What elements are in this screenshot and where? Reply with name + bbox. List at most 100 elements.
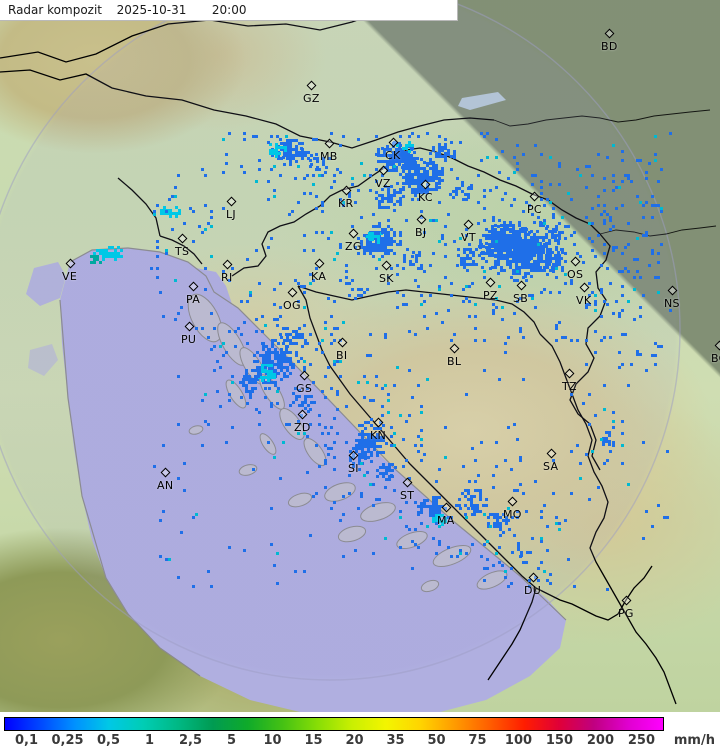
legend-tick: 0,25 <box>51 733 84 748</box>
legend-tick: 1 <box>144 733 155 748</box>
city-name: KA <box>311 270 327 283</box>
city-name: OS <box>567 268 584 281</box>
city-label-sk: SK <box>379 260 394 285</box>
city-name: BJ <box>415 226 427 239</box>
po-lagoon <box>28 344 58 376</box>
city-label-zd: ZD <box>294 409 311 434</box>
city-name: BG <box>711 352 720 365</box>
city-name: PA <box>186 293 201 306</box>
city-name: SA <box>543 460 559 473</box>
city-label-og: OG <box>283 287 301 312</box>
city-label-bi: BI <box>336 337 348 362</box>
adriatic-sea <box>60 248 566 712</box>
city-label-gs: GS <box>296 370 312 394</box>
city-name: VK <box>576 294 592 307</box>
city-name: VE <box>62 270 78 283</box>
city-label-pg: PG <box>618 595 634 620</box>
city-name: TS <box>175 245 190 258</box>
geography-layer <box>0 0 717 712</box>
city-name: MB <box>320 150 338 163</box>
city-name: ST <box>400 489 415 502</box>
city-label-os: OS <box>567 256 584 281</box>
city-label-ve: VE <box>62 258 78 283</box>
city-label-ts: TS <box>175 233 190 258</box>
city-label-vt: VT <box>461 219 476 244</box>
legend-tick: 20 <box>345 733 364 748</box>
city-name: PU <box>181 333 197 346</box>
city-name: ZG <box>345 240 362 253</box>
city-name: VT <box>461 231 476 244</box>
city-label-bl: BL <box>447 343 462 368</box>
city-name: KR <box>338 197 354 210</box>
city-label-kn: KN <box>370 417 387 442</box>
lake-balaton <box>458 92 506 110</box>
city-label-du: DU <box>524 572 542 597</box>
legend-tick: 15 <box>304 733 323 748</box>
city-name: DU <box>524 584 542 597</box>
legend-tick: 250 <box>627 733 656 748</box>
city-name: SK <box>379 272 394 285</box>
city-label-si: SI <box>348 450 359 475</box>
city-name: RI <box>221 271 233 284</box>
product-label: Radar kompozit <box>8 3 102 17</box>
city-label-an: AN <box>157 467 174 492</box>
city-label-ck: CK <box>385 137 401 162</box>
color-scale <box>4 717 664 731</box>
city-name: MO <box>503 508 522 521</box>
city-name: CK <box>385 149 401 162</box>
city-name: VZ <box>375 177 391 190</box>
title-bar: Radar kompozit 2025-10-31 20:00 <box>0 0 458 21</box>
city-name: OG <box>283 299 301 312</box>
city-name: MA <box>437 514 455 527</box>
city-name: KC <box>418 191 433 204</box>
city-label-ns: NS <box>664 285 680 310</box>
title-text: Radar kompozit 2025-10-31 20:00 <box>0 3 246 17</box>
venice-lagoon <box>26 262 66 306</box>
city-label-mo: MO <box>503 496 522 521</box>
city-label-mb: MB <box>320 138 338 163</box>
city-name: TZ <box>562 380 577 393</box>
city-label-pc: PC <box>527 191 542 216</box>
city-label-st: ST <box>400 477 415 502</box>
date-label: 2025-10-31 <box>116 3 187 17</box>
city-label-gz: GZ <box>303 80 320 105</box>
city-name: NS <box>664 297 680 310</box>
legend-tick: 2,5 <box>179 733 203 748</box>
city-name: KN <box>370 429 387 442</box>
city-name: PC <box>527 203 542 216</box>
city-label-bg: BG <box>711 340 720 365</box>
time-label: 20:00 <box>211 3 247 17</box>
legend-tick: 200 <box>586 733 615 748</box>
city-name: BL <box>447 355 462 368</box>
city-name: AN <box>157 479 174 492</box>
city-name: ZD <box>294 421 311 434</box>
legend-tick: 5 <box>226 733 237 748</box>
legend-tick: 0,1 <box>15 733 39 748</box>
city-label-ka: KA <box>311 258 327 283</box>
city-label-bj: BJ <box>415 214 427 239</box>
city-label-pu: PU <box>181 321 197 346</box>
secondary-borders <box>493 109 717 237</box>
legend-tick: 50 <box>427 733 446 748</box>
legend-tick: 0,5 <box>97 733 121 748</box>
city-name: BD <box>601 40 618 53</box>
city-label-kc: KC <box>418 179 433 204</box>
city-label-ri: RI <box>221 259 233 284</box>
city-name: SB <box>513 292 529 305</box>
city-name: GZ <box>303 92 320 105</box>
radar-map[interactable]: GZ BD MB CK LJ KR VZ KC PC ZG BJ VT OS TS RI KA SK PZ SB VK… <box>0 0 720 712</box>
city-name: PG <box>618 607 634 620</box>
city-label-vk: VK <box>576 282 592 307</box>
city-label-lj: LJ <box>226 196 237 220</box>
radar-coverage-tint <box>0 0 720 712</box>
legend-unit-label: mm/h <box>673 733 715 748</box>
city-label-sb: SB <box>513 280 529 305</box>
city-label-bd: BD <box>601 28 618 53</box>
color-scale-gradient <box>5 718 663 730</box>
legend-tick: 75 <box>468 733 487 748</box>
city-name: BI <box>336 349 348 362</box>
city-label-vz: VZ <box>375 165 391 190</box>
legend-tick: 35 <box>386 733 405 748</box>
city-name: SI <box>348 462 359 475</box>
